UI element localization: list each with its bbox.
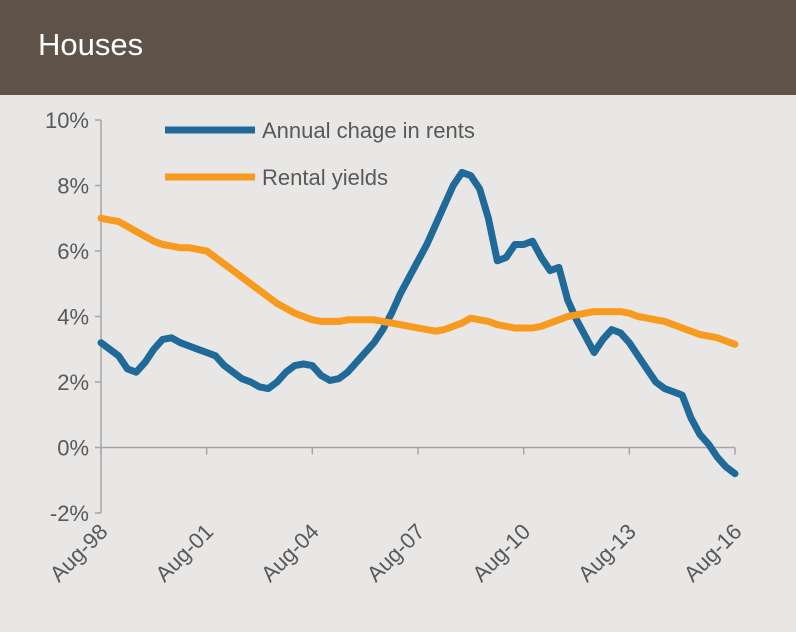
x-tick-label: Aug-98 xyxy=(45,519,113,587)
legend-label: Rental yields xyxy=(262,165,388,190)
x-tick-label: Aug-04 xyxy=(256,519,324,587)
series-line xyxy=(97,214,739,348)
y-tick-label: 2% xyxy=(57,370,89,395)
legend-label: Annual chage in rents xyxy=(262,118,475,143)
chart-title: Houses xyxy=(38,27,143,62)
header-bar xyxy=(0,0,796,95)
x-tick-label: Aug-13 xyxy=(573,519,641,587)
x-tick-label: Aug-16 xyxy=(679,519,747,587)
y-tick-label: -2% xyxy=(50,501,89,526)
y-tick-label: 6% xyxy=(57,239,89,264)
y-tick-label: 0% xyxy=(57,436,89,461)
y-tick-label: 10% xyxy=(45,108,89,133)
y-tick-label: 4% xyxy=(57,305,89,330)
y-tick-label: 8% xyxy=(57,174,89,199)
x-tick-label: Aug-10 xyxy=(467,519,535,587)
x-tick-label: Aug-07 xyxy=(362,519,430,587)
series-line xyxy=(97,168,739,478)
x-tick-label: Aug-01 xyxy=(150,519,218,587)
